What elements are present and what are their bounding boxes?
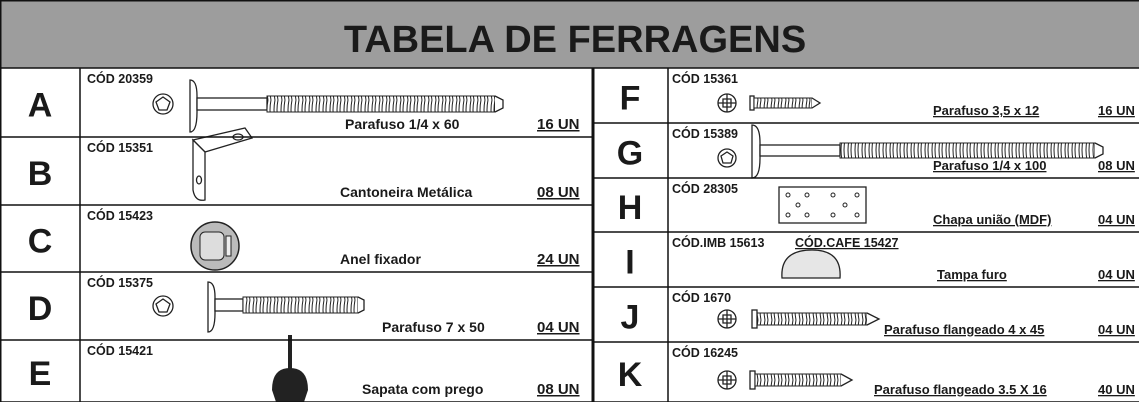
item-code: CÓD 15423	[87, 208, 153, 223]
item-code: CÓD.IMB 15613	[672, 235, 764, 250]
title: TABELA DE FERRAGENS	[344, 19, 806, 61]
item-quantity: 16 UN	[1098, 103, 1135, 118]
item-description: Parafuso 7 x 50	[382, 319, 485, 335]
item-code: CÓD 15389	[672, 126, 738, 141]
item-code: CÓD 15351	[87, 140, 153, 155]
item-code: CÓD.CAFE 15427	[795, 235, 899, 250]
item-quantity: 08 UN	[1098, 158, 1135, 173]
item-quantity: 04 UN	[1098, 212, 1135, 227]
item-description: Cantoneira Metálica	[340, 184, 472, 200]
item-description: Parafuso 3,5 x 12	[933, 103, 1039, 118]
item-description: Sapata com prego	[362, 381, 483, 397]
icons	[152, 79, 1104, 402]
row-letter: A	[28, 87, 53, 125]
item-quantity: 08 UN	[537, 184, 580, 201]
row-letter: F	[620, 80, 641, 118]
item-quantity: 08 UN	[537, 381, 580, 398]
item-quantity: 24 UN	[537, 251, 580, 268]
title-bar	[0, 0, 1139, 68]
item-quantity: 04 UN	[1098, 322, 1135, 337]
row-letter: C	[28, 223, 53, 261]
row-letter: K	[618, 356, 643, 394]
item-code: CÓD 20359	[87, 71, 153, 86]
item-quantity: 04 UN	[537, 319, 580, 336]
row-letter: D	[28, 290, 53, 328]
item-code: CÓD 28305	[672, 181, 738, 196]
item-code: CÓD 1670	[672, 290, 731, 305]
row-letter: G	[617, 135, 643, 173]
item-code: CÓD 15361	[672, 71, 738, 86]
row-letter: I	[625, 244, 634, 282]
item-description: Parafuso 1/4 x 60	[345, 116, 460, 132]
item-description: Tampa furo	[937, 267, 1007, 282]
item-code: CÓD 15421	[87, 343, 153, 358]
row-letter: J	[621, 299, 640, 337]
row-letter: H	[618, 189, 643, 227]
item-quantity: 40 UN	[1098, 382, 1135, 397]
item-description: Parafuso flangeado 3.5 X 16	[874, 382, 1047, 397]
item-description: Parafuso 1/4 x 100	[933, 158, 1046, 173]
item-description: Anel fixador	[340, 251, 421, 267]
item-quantity: 04 UN	[1098, 267, 1135, 282]
item-description: Parafuso flangeado 4 x 45	[884, 322, 1044, 337]
item-description: Chapa união (MDF)	[933, 212, 1051, 227]
item-quantity: 16 UN	[537, 116, 580, 133]
item-code: CÓD 15375	[87, 275, 153, 290]
item-code: CÓD 16245	[672, 345, 738, 360]
row-letter: E	[29, 355, 52, 393]
row-letter: B	[28, 155, 53, 193]
